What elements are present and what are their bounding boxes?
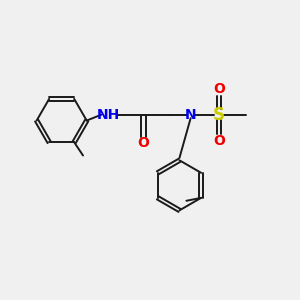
Text: S: S	[213, 106, 225, 124]
Text: O: O	[213, 82, 225, 96]
Text: NH: NH	[97, 108, 120, 122]
Text: O: O	[213, 134, 225, 148]
Text: N: N	[185, 108, 197, 122]
Text: O: O	[138, 136, 149, 150]
